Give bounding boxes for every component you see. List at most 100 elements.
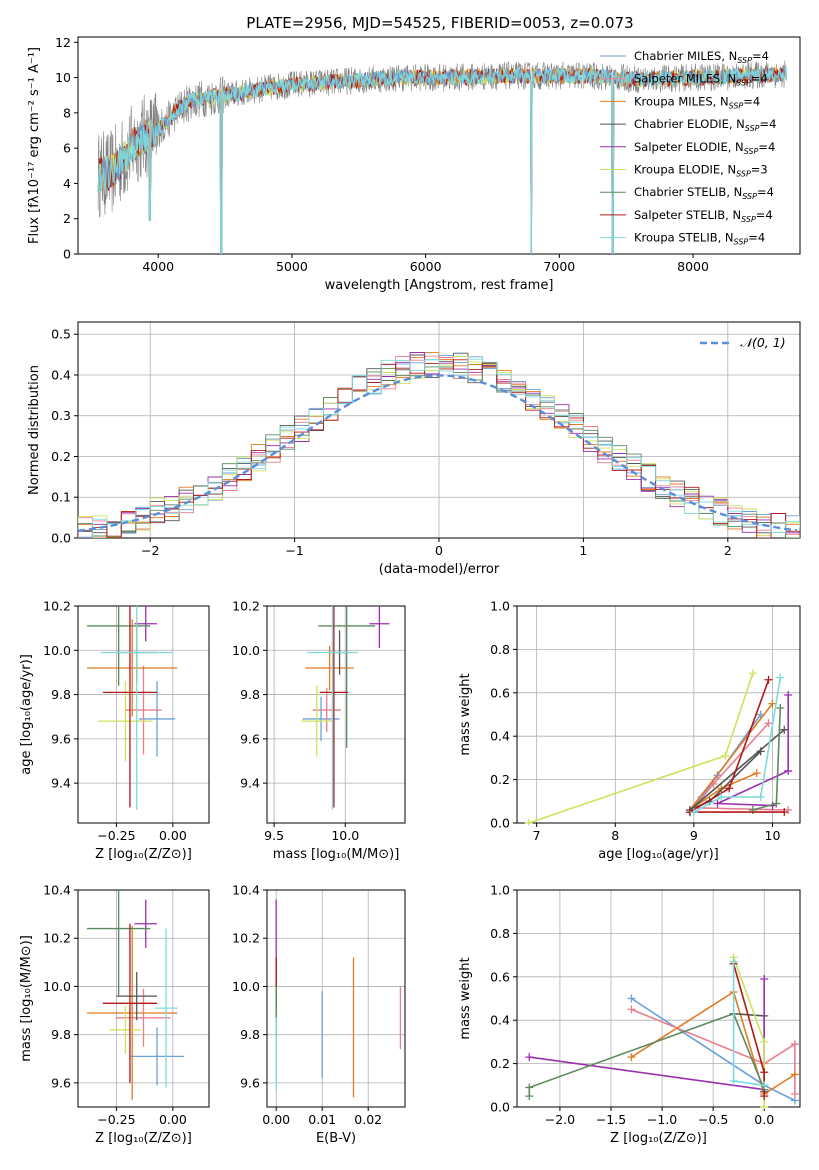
weight-point-marker <box>752 769 761 778</box>
y-tick-label: 0.5 <box>51 327 71 342</box>
x-axis-label: Z [log₁₀(Z/Z⊙)] <box>610 1131 707 1146</box>
weight-point-marker <box>760 1068 769 1077</box>
weight-point-marker <box>689 808 698 817</box>
spectrum-lines <box>97 60 787 254</box>
legend-entry-suffix: =4 <box>757 185 774 199</box>
legend-entry-sub: SSP <box>737 56 752 65</box>
y-tick-label: 9.8 <box>51 687 71 702</box>
y-tick-label: 10.2 <box>232 931 260 946</box>
plot-frame <box>77 36 801 255</box>
plot-frame <box>77 889 210 1108</box>
weight-point-marker <box>784 690 793 699</box>
weight-point-marker <box>717 792 726 801</box>
weight-point-marker <box>760 1037 769 1046</box>
weight-point-marker <box>721 751 730 760</box>
weights-mass_weight_vs_Z <box>525 953 799 1109</box>
y-tick-label: 9.8 <box>240 1027 260 1042</box>
legend-entry: Chabrier ELODIE, NSSP=4 <box>634 117 776 133</box>
y-tick-label: 8 <box>63 105 71 120</box>
y-tick-label: 9.6 <box>240 731 260 746</box>
y-axis-label: mass [log₁₀(M/M⊙)] <box>19 935 34 1062</box>
legend-entry-sub: SSP <box>742 192 757 201</box>
x-tick-label: −1.5 <box>596 1112 626 1127</box>
weight-point-marker <box>627 1005 636 1014</box>
legend-entry: Salpeter ELODIE, NSSP=4 <box>634 140 775 156</box>
weight-series-line <box>689 703 774 811</box>
legend-entry: Kroupa MILES, NSSP=4 <box>634 94 760 110</box>
legend-entry-suffix: =3 <box>751 163 768 177</box>
plot-frame <box>266 605 406 824</box>
x-tick-label: −1.0 <box>647 1112 677 1127</box>
errorbars-age_vs_Z <box>87 606 178 810</box>
y-axis-label: mass weight <box>458 673 473 755</box>
legend-entry-label: Kroupa STELIB, N <box>634 231 734 245</box>
weight-point-marker <box>790 1040 799 1049</box>
y-tick-label: 0.4 <box>51 367 71 382</box>
weight-point-marker <box>790 1089 799 1098</box>
errorbars-mass_vs_ebv <box>275 899 402 1098</box>
histogram-series <box>78 358 800 538</box>
x-tick-label: 7000 <box>543 259 575 274</box>
x-axis-label: age [log₁₀(age/yr)] <box>598 847 719 862</box>
y-tick-label: 9.8 <box>51 1027 71 1042</box>
y-tick-label: 0.6 <box>490 969 510 984</box>
x-axis-label: (data-model)/error <box>379 562 500 577</box>
x-tick-label: 7 <box>533 828 541 843</box>
legend-entry-suffix: =4 <box>756 208 773 222</box>
weight-point-marker <box>524 819 533 825</box>
weight-point-marker <box>772 799 781 808</box>
x-axis-label: mass [log₁₀(M/M⊙)] <box>273 847 400 862</box>
legend-normal-label: 𝒩(0, 1) <box>740 335 786 350</box>
legend-entry: Chabrier STELIB, NSSP=4 <box>634 185 774 201</box>
weight-series-line <box>693 677 782 813</box>
y-tick-label: 0 <box>63 247 71 262</box>
weight-point-marker <box>780 725 789 734</box>
y-tick-label: 10.2 <box>232 599 260 614</box>
x-tick-label: −0.5 <box>698 1112 728 1127</box>
plot-frame <box>266 889 406 1108</box>
x-tick-label: 0.02 <box>354 1112 382 1127</box>
x-tick-label: 9.5 <box>264 828 284 843</box>
errorbars-age_vs_mass <box>301 606 390 810</box>
x-tick-label: 0.01 <box>308 1112 336 1127</box>
y-tick-label: 12 <box>55 35 71 50</box>
legend-entry-suffix: =4 <box>743 94 760 108</box>
x-tick-label: −0.25 <box>97 828 135 843</box>
axes-mass_vs_ebv: 0.00 0.01 0.02 9.6 9.8 10.0 10.2 10.4 E(B-V) <box>232 883 406 1146</box>
x-axis-label: Z [log₁₀(Z/Z⊙)] <box>95 1131 192 1146</box>
legend-entry-suffix: =4 <box>760 117 777 131</box>
weight-point-marker <box>729 957 738 966</box>
y-axis-label: mass weight <box>458 957 473 1039</box>
y-tick-label: 10.4 <box>43 883 71 898</box>
weight-point-marker <box>725 784 734 793</box>
chart-layer: 4000 5000 6000 7000 8000024681012wavelength … <box>19 35 801 1146</box>
legend-entry-label: Salpeter STELIB, N <box>634 208 741 222</box>
weight-series-line <box>528 673 754 824</box>
y-axis-label: Flux [fλ10⁻¹⁷ erg cm⁻² s⁻¹ A⁻¹] <box>27 47 42 244</box>
x-tick-label: 6000 <box>410 259 442 274</box>
y-tick-label: 9.4 <box>240 776 260 791</box>
y-tick-label: 0.6 <box>490 685 510 700</box>
x-tick-label: 0.00 <box>159 1112 187 1127</box>
legend-entry-suffix: =4 <box>748 231 765 245</box>
legend-entry-label: Kroupa MILES, N <box>634 94 729 108</box>
legend-entry-label: Chabrier MILES, N <box>634 49 737 63</box>
weight-point-marker <box>627 994 636 1003</box>
weight-point-marker <box>780 808 789 817</box>
y-tick-label: 0.3 <box>51 408 71 423</box>
y-tick-label: 0.2 <box>490 1056 510 1071</box>
weight-point-marker <box>790 1070 799 1079</box>
weight-point-marker <box>784 766 793 775</box>
x-tick-label: 10 <box>765 828 781 843</box>
x-tick-label: 0 <box>435 543 443 558</box>
x-tick-label: −0.25 <box>97 1112 135 1127</box>
y-tick-label: 0.2 <box>51 449 71 464</box>
legend-entry-sub: SSP <box>736 170 751 179</box>
y-tick-label: 10.0 <box>43 643 71 658</box>
legend-entry-sub: SSP <box>734 238 749 247</box>
weight-point-marker <box>756 792 765 801</box>
y-tick-label: 0.1 <box>51 490 71 505</box>
legend-entry: Kroupa ELODIE, NSSP=3 <box>634 163 768 179</box>
legend-entry-label: Chabrier ELODIE, N <box>634 117 745 131</box>
